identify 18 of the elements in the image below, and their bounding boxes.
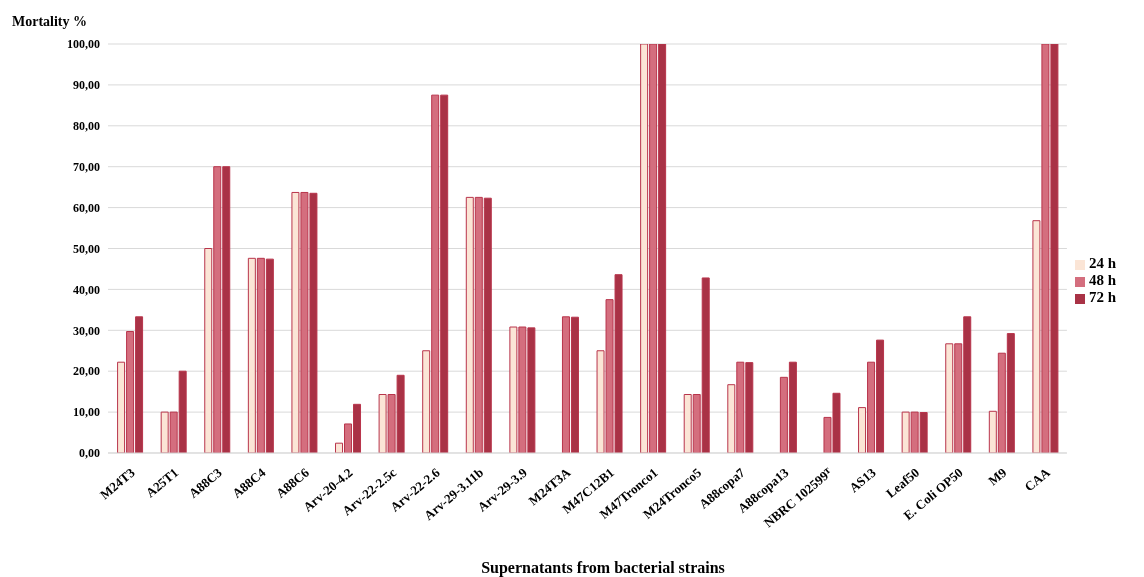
legend-label: 72 h (1088, 289, 1116, 305)
legend-label: 24 h (1088, 255, 1116, 271)
y-tick-label: 50,00 (73, 241, 100, 256)
x-tick-label: M9 (985, 464, 1010, 489)
y-tick-label: 60,00 (73, 200, 100, 215)
y-tick-label: 80,00 (73, 119, 100, 134)
x-tick-label: CAA (1021, 464, 1054, 495)
legend-label: 48 h (1088, 272, 1116, 288)
y-tick-label: 70,00 (73, 159, 100, 174)
y-tick-label: 30,00 (73, 323, 100, 338)
y-axis-title: Mortality % (12, 14, 88, 30)
y-tick-label: 90,00 (73, 78, 100, 93)
y-tick-label: 20,00 (73, 364, 100, 379)
y-tick-label: 10,00 (73, 405, 100, 420)
x-axis-title: Supernatants from bacterial strains (480, 559, 726, 577)
y-tick-label: 0,00 (79, 446, 100, 461)
y-tick-label: 100,00 (67, 37, 100, 52)
y-tick-label: 40,00 (73, 282, 100, 297)
